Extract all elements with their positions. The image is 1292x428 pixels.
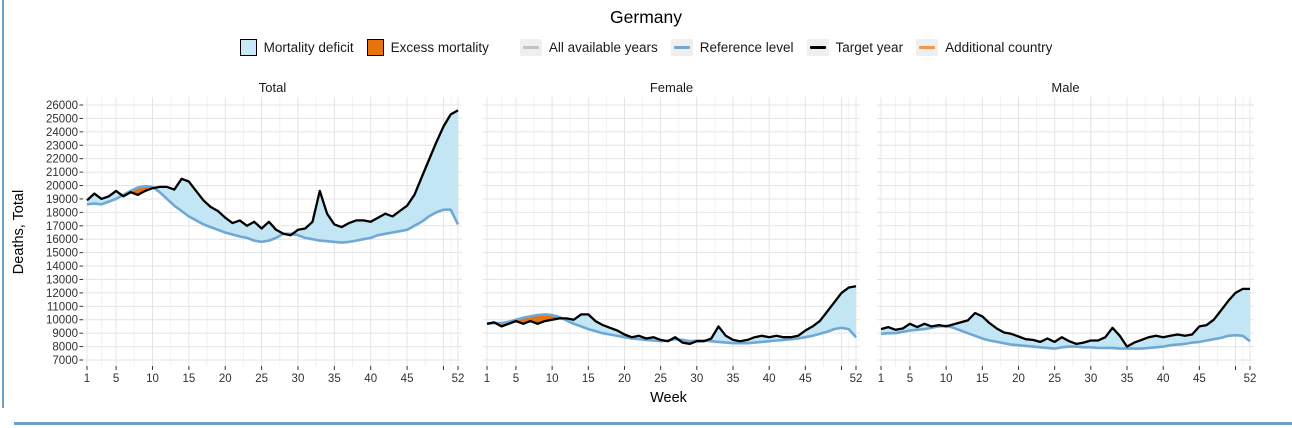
legend-item-excess-mortality: Excess mortality — [366, 39, 489, 56]
x-tick-label: 30 — [292, 373, 305, 385]
panel-female-plot — [483, 97, 860, 366]
y-tick-label: 25000 — [46, 113, 78, 125]
y-tick-label: 22000 — [46, 154, 78, 166]
legend-item-reference-level: Reference level — [670, 39, 794, 56]
legend-key-icon — [916, 39, 939, 56]
y-tick-label: 8000 — [52, 342, 78, 354]
y-tick-label: 26000 — [46, 100, 78, 112]
legend-key-icon — [366, 39, 384, 56]
target-year-line — [86, 109, 459, 237]
legend-label: Excess mortality — [390, 40, 489, 55]
panel-title-total: Total — [258, 80, 287, 95]
y-tick-label: 20000 — [46, 181, 78, 193]
legend-item-target-year: Target year — [806, 39, 904, 56]
y-tick-label: 23000 — [46, 140, 78, 152]
x-tick-label: 10 — [146, 373, 159, 385]
target-year-line — [486, 285, 857, 346]
legend-label: All available years — [548, 40, 658, 55]
x-tick-label: 30 — [690, 373, 703, 385]
legend-key-icon — [519, 39, 542, 56]
x-tick-label: 35 — [727, 373, 740, 385]
x-tick-label: 45 — [799, 373, 812, 385]
y-tick-label: 17000 — [46, 221, 78, 233]
panel-total: 1 5 10 15 20 25 30 35 40 45 52 — [83, 97, 464, 385]
panel-title-male: Male — [1051, 80, 1080, 95]
x-tick-label: 1 — [484, 373, 490, 385]
y-tick-label: 24000 — [46, 127, 78, 139]
x-tick-label: 20 — [1012, 373, 1025, 385]
mortality-deficit-area — [705, 286, 856, 344]
mortality-deficit-area — [562, 314, 666, 342]
y-tick-label: 16000 — [46, 234, 78, 246]
x-tick-label: 45 — [1193, 373, 1206, 385]
chart-title: Germany — [610, 7, 682, 27]
y-tick-label: 10000 — [46, 315, 78, 327]
x-tick-label: 52 — [1244, 373, 1257, 385]
left-border-line — [2, 0, 4, 408]
x-tick-label: 25 — [654, 373, 667, 385]
legend-key-icon — [670, 39, 693, 56]
x-tick-label: 52 — [850, 373, 863, 385]
panel-male-plot — [877, 97, 1254, 366]
x-tick-label: 15 — [976, 373, 989, 385]
x-tick-label: 40 — [1157, 373, 1170, 385]
excess-mortality-area — [495, 314, 563, 327]
y-tick-label: 15000 — [46, 248, 78, 260]
x-tick-label: 1 — [84, 373, 90, 385]
legend-item-all-available-years: All available years — [519, 39, 658, 56]
mortality-deficit-area — [153, 178, 284, 242]
target-year-line — [880, 287, 1250, 348]
excess-mortality-area — [122, 186, 154, 197]
x-tick-label: 52 — [452, 373, 465, 385]
y-tick-label: 18000 — [46, 207, 78, 219]
y-tick-label: 12000 — [46, 288, 78, 300]
legend-label: Target year — [835, 40, 904, 55]
panel-title-female: Female — [649, 80, 694, 95]
y-tick-label: 13000 — [46, 274, 78, 286]
y-tick-label: 7000 — [52, 355, 78, 367]
x-tick-label: 45 — [401, 373, 414, 385]
x-tick-label: 20 — [618, 373, 631, 385]
legend-key-icon — [806, 39, 829, 56]
x-tick-label: 5 — [113, 373, 119, 385]
legend-item-additional-country: Additional country — [916, 39, 1052, 56]
x-tick-label: 25 — [1048, 373, 1061, 385]
bottom-border-line — [14, 422, 1292, 425]
x-tick-label: 40 — [763, 373, 776, 385]
x-tick-label: 35 — [1121, 373, 1134, 385]
x-axis-title: Week — [650, 390, 687, 406]
panel-total-plot — [83, 97, 462, 366]
x-tick-label: 35 — [328, 373, 341, 385]
legend-label: Mortality deficit — [263, 40, 354, 55]
x-tick-label: 1 — [878, 373, 884, 385]
legend-key-icon — [239, 39, 257, 56]
x-tick-label: 30 — [1084, 373, 1097, 385]
y-tick-label: 11000 — [47, 301, 78, 313]
y-tick-label: 9000 — [52, 328, 78, 340]
x-tick-label: 5 — [513, 373, 519, 385]
legend-label: Additional country — [945, 40, 1053, 55]
y-tick-label: 21000 — [46, 167, 78, 179]
x-tick-label: 25 — [255, 373, 268, 385]
y-tick-label: 14000 — [46, 261, 78, 273]
panel-female: 1 5 10 15 20 25 30 35 40 45 52 — [483, 97, 862, 385]
x-tick-label: 40 — [364, 373, 377, 385]
mortality-deficit-area — [292, 110, 458, 243]
y-tick-label: 19000 — [46, 194, 78, 206]
reference-level-line — [86, 184, 460, 244]
x-tick-label: 20 — [219, 373, 232, 385]
x-tick-label: 15 — [182, 373, 195, 385]
panel-male: 1 5 10 15 20 25 30 35 40 45 52 — [877, 97, 1256, 385]
legend-item-mortality-deficit: Mortality deficit — [239, 39, 354, 56]
legend-label: Reference level — [699, 40, 794, 55]
x-tick-label: 15 — [582, 373, 595, 385]
x-tick-label: 5 — [907, 373, 913, 385]
chart-legend: Mortality deficit Excess mortality All ava… — [0, 39, 1292, 56]
x-tick-label: 10 — [546, 373, 559, 385]
x-tick-label: 10 — [940, 373, 953, 385]
